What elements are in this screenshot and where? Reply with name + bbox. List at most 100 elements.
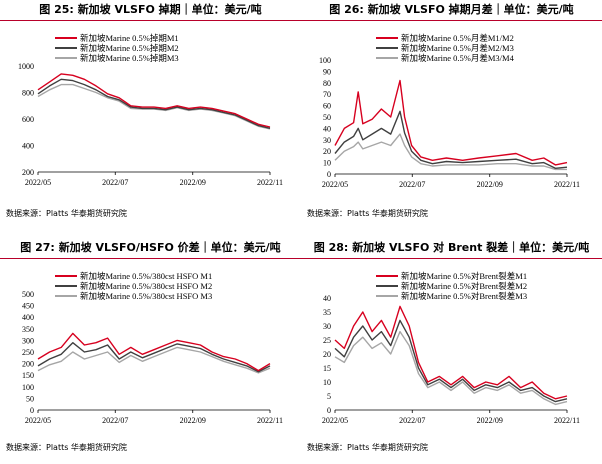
source-note: 数据来源：Platts 华泰期货研究院 <box>6 442 127 453</box>
source-label: 数据来源： <box>6 443 46 452</box>
x-tick-label: 2022/09 <box>180 178 206 187</box>
series-line-2 <box>37 341 271 373</box>
chart-panel-27: 图 27: 新加坡 VLSFO/HSFO 价差｜单位：美元/吨 新加坡Marin… <box>0 238 301 464</box>
y-tick-label: 800 <box>22 89 34 98</box>
y-tick-label: 30 <box>323 322 331 331</box>
chart-panel-25: 图 25: 新加坡 VLSFO 掉期｜单位：美元/吨 新加坡Marine 0.5… <box>0 0 301 232</box>
y-tick-label: 300 <box>22 336 34 345</box>
y-tick-label: 1000 <box>18 62 34 71</box>
source-text: Platts 华泰期货研究院 <box>347 209 428 218</box>
x-tick-label: 2022/05 <box>25 178 51 187</box>
legend-label: 新加坡Marine 0.5%/380cst HSFO M3 <box>80 291 212 301</box>
y-tick-label: 250 <box>22 348 34 357</box>
y-tick-label: 100 <box>319 56 331 65</box>
y-tick-label: 200 <box>22 360 34 369</box>
x-tick-label: 2022/09 <box>477 180 503 189</box>
series-line-3 <box>37 346 271 374</box>
y-tick-label: 500 <box>22 290 34 299</box>
source-note: 数据来源：Platts 华泰期货研究院 <box>6 208 127 219</box>
y-tick-label: 25 <box>323 336 331 345</box>
chart-panel-28: 图 28: 新加坡 VLSFO 对 Brent 裂差｜单位：美元/吨 新加坡Ma… <box>301 238 602 464</box>
x-tick-label: 2022/09 <box>180 416 206 425</box>
x-tick-label: 2022/07 <box>399 180 425 189</box>
legend-label: 新加坡Marine 0.5%掉期M3 <box>80 53 179 63</box>
y-tick-label: 0 <box>327 406 331 415</box>
legend-label: 新加坡Marine 0.5%掉期M2 <box>80 43 179 53</box>
figure-number: 图 25: <box>39 3 74 16</box>
source-label: 数据来源： <box>307 209 347 218</box>
x-tick-label: 2022/11 <box>257 416 283 425</box>
x-tick-label: 2022/09 <box>477 416 503 425</box>
figure-title: 新加坡 VLSFO 掉期月差｜单位：美元/吨 <box>367 3 574 16</box>
y-tick-label: 90 <box>323 67 331 76</box>
series-line-2 <box>334 319 568 403</box>
x-tick-label: 2022/05 <box>25 416 51 425</box>
x-tick-label: 2022/07 <box>102 416 128 425</box>
x-tick-label: 2022/11 <box>554 416 580 425</box>
y-tick-label: 400 <box>22 142 34 151</box>
y-tick-label: 20 <box>323 147 331 156</box>
y-tick-label: 70 <box>323 90 331 99</box>
y-tick-label: 30 <box>323 136 331 145</box>
y-tick-label: 40 <box>323 294 331 303</box>
legend-label: 新加坡Marine 0.5%对Brent裂差M3 <box>401 291 527 301</box>
chart-title-25: 图 25: 新加坡 VLSFO 掉期｜单位：美元/吨 <box>0 0 301 21</box>
source-text: Platts 华泰期货研究院 <box>46 443 127 452</box>
y-tick-label: 80 <box>323 79 331 88</box>
legend-label: 新加坡Marine 0.5%对Brent裂差M1 <box>401 271 527 281</box>
y-tick-label: 0 <box>30 406 34 415</box>
legend-label: 新加坡Marine 0.5%掉期M1 <box>80 33 179 43</box>
y-tick-label: 600 <box>22 115 34 124</box>
chart-panel-26: 图 26: 新加坡 VLSFO 掉期月差｜单位：美元/吨 新加坡Marine 0… <box>301 0 602 232</box>
y-tick-label: 50 <box>323 113 331 122</box>
chart-title-28: 图 28: 新加坡 VLSFO 对 Brent 裂差｜单位：美元/吨 <box>301 238 602 259</box>
figure-title: 新加坡 VLSFO 掉期｜单位：美元/吨 <box>77 3 262 16</box>
legend-label: 新加坡Marine 0.5%月差M1/M2 <box>401 33 514 43</box>
legend-label: 新加坡Marine 0.5%/380cst HSFO M2 <box>80 281 212 291</box>
source-label: 数据来源： <box>307 443 347 452</box>
x-tick-label: 2022/07 <box>102 178 128 187</box>
series-line-2 <box>334 110 568 170</box>
series-line-3 <box>334 133 567 171</box>
legend-label: 新加坡Marine 0.5%月差M2/M3 <box>401 43 514 53</box>
source-label: 数据来源： <box>6 209 46 218</box>
figure-number: 图 27: <box>20 241 55 254</box>
legend-label: 新加坡Marine 0.5%月差M3/M4 <box>401 53 515 63</box>
y-tick-label: 0 <box>327 170 331 179</box>
series-line-1 <box>334 305 568 400</box>
series-line-1 <box>37 73 271 128</box>
y-tick-label: 20 <box>323 350 331 359</box>
chart-title-26: 图 26: 新加坡 VLSFO 掉期月差｜单位：美元/吨 <box>301 0 602 21</box>
x-tick-label: 2022/05 <box>322 180 348 189</box>
x-tick-label: 2022/07 <box>399 416 425 425</box>
figure-number: 图 26: <box>329 3 364 16</box>
figure-title: 新加坡 VLSFO/HSFO 价差｜单位：美元/吨 <box>58 241 281 254</box>
source-note: 数据来源：Platts 华泰期货研究院 <box>307 208 428 219</box>
series-line-2 <box>37 78 271 129</box>
x-tick-label: 2022/05 <box>322 416 348 425</box>
y-tick-label: 40 <box>323 124 331 133</box>
y-tick-label: 10 <box>323 159 331 168</box>
series-line-3 <box>334 330 568 406</box>
y-tick-label: 200 <box>22 168 34 177</box>
series-line-1 <box>334 79 568 166</box>
series-line-1 <box>37 332 271 372</box>
y-tick-label: 5 <box>327 392 331 401</box>
y-tick-label: 100 <box>22 383 34 392</box>
x-tick-label: 2022/11 <box>554 180 580 189</box>
source-text: Platts 华泰期货研究院 <box>46 209 127 218</box>
y-tick-label: 400 <box>22 313 34 322</box>
y-tick-label: 35 <box>323 308 331 317</box>
source-note: 数据来源：Platts 华泰期货研究院 <box>307 442 428 453</box>
legend-label: 新加坡Marine 0.5%对Brent裂差M2 <box>401 281 527 291</box>
chart-title-27: 图 27: 新加坡 VLSFO/HSFO 价差｜单位：美元/吨 <box>0 238 301 259</box>
figure-title: 新加坡 VLSFO 对 Brent 裂差｜单位：美元/吨 <box>352 241 590 254</box>
x-tick-label: 2022/11 <box>257 178 283 187</box>
y-tick-label: 150 <box>22 371 34 380</box>
legend-label: 新加坡Marine 0.5%/380cst HSFO M1 <box>80 271 212 281</box>
source-text: Platts 华泰期货研究院 <box>347 443 428 452</box>
